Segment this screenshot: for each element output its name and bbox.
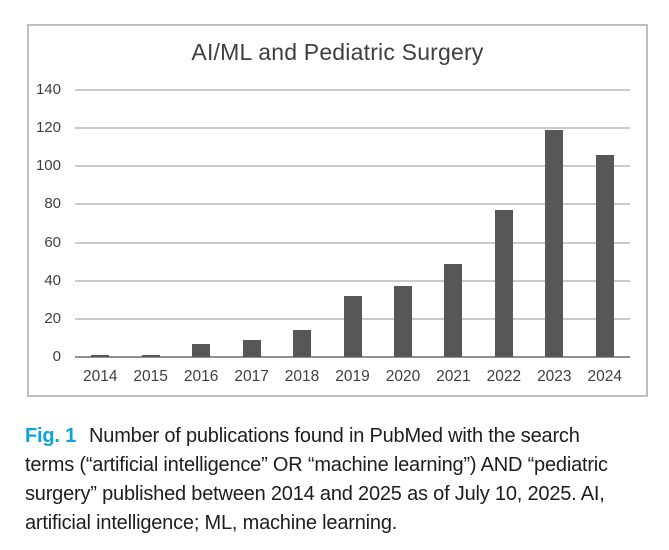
x-tick-label: 2018	[284, 368, 320, 385]
y-tick-label: 20	[44, 309, 61, 327]
bar-2016	[192, 343, 211, 357]
x-tick-label: 2020	[385, 368, 421, 385]
figure-label: Fig. 1	[25, 425, 77, 447]
y-tick-label: 40	[44, 271, 61, 289]
y-tick-label: 80	[44, 195, 61, 213]
x-tick-label: 2016	[183, 368, 219, 385]
bar-chart: AI/ML and Pediatric Surgery 140 120 100 80 6…	[27, 24, 648, 397]
x-tick-label: 2014	[82, 368, 118, 385]
gridline	[75, 89, 630, 91]
bar-2018	[293, 330, 312, 357]
y-tick-label: 100	[35, 157, 61, 175]
x-tick-label: 2023	[537, 368, 572, 385]
gridline	[75, 241, 630, 244]
x-tick-label: 2017	[234, 368, 269, 385]
caption-line: surgery” published between 2014 and 2025…	[25, 483, 605, 505]
figure-caption: Fig. 1 Number of publications found in Pu…	[25, 422, 655, 538]
bar-2014	[91, 355, 110, 357]
x-tick-label: 2022	[486, 368, 522, 385]
chart-title: AI/ML and Pediatric Surgery	[191, 39, 484, 65]
bar-2015	[141, 355, 160, 357]
bar-2024	[595, 154, 614, 357]
gridline	[75, 279, 630, 282]
plot-area: 140 120 100 80 60 40 20 0 2014 2015 2016 2017 2018 20…	[36, 81, 630, 385]
y-tick-label: 140	[35, 81, 61, 98]
bar-2019	[343, 295, 362, 357]
bar-2021	[444, 263, 463, 357]
bar-2023	[545, 130, 564, 357]
y-tick-label: 120	[35, 119, 61, 137]
x-tick-label: 2024	[587, 368, 622, 385]
bar-2020	[393, 286, 412, 357]
gridline	[75, 165, 630, 168]
y-tick-label: 0	[52, 348, 61, 365]
bar-2022	[494, 210, 513, 357]
bar-2017	[242, 339, 261, 357]
caption-line: artificial intelligence; ML, machine lea…	[25, 512, 398, 534]
x-axis-line	[75, 356, 630, 358]
x-tick-label: 2019	[335, 368, 370, 385]
caption-line: Number of publications found in PubMed w…	[89, 425, 580, 447]
caption-line: terms (“artificial intelligence” OR “mac…	[25, 454, 608, 476]
gridline	[75, 203, 630, 206]
x-tick-label: 2015	[133, 368, 168, 385]
gridline	[75, 127, 630, 130]
x-tick-label: 2021	[436, 368, 471, 385]
y-tick-label: 60	[44, 233, 61, 251]
